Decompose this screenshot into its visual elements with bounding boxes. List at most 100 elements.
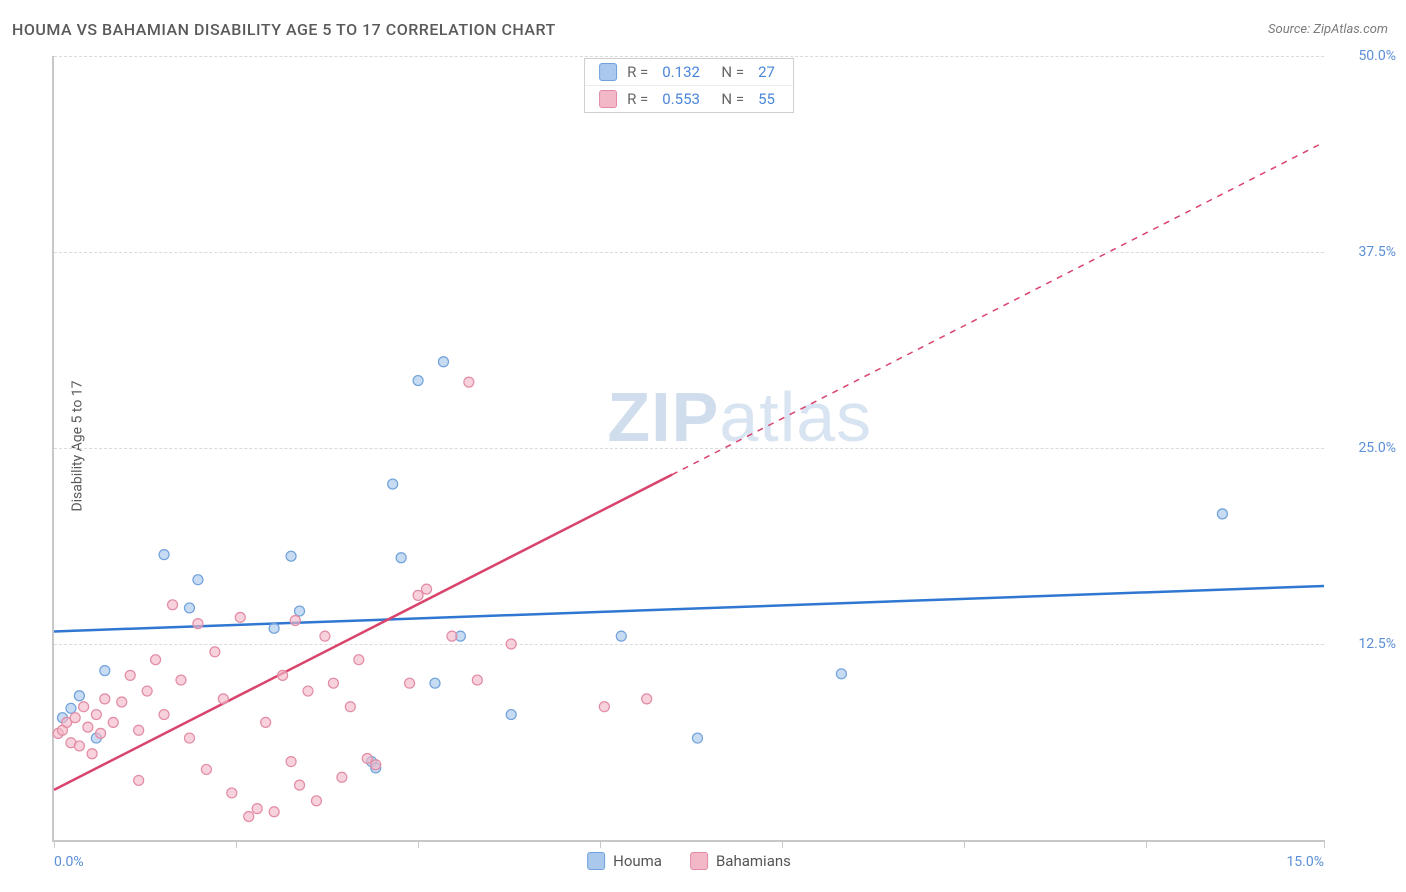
plot-area: ZIPatlas 12.5%25.0%37.5%50.0% R =0.132 N… [52,56,1324,842]
data-point [100,694,110,704]
legend-swatch [599,63,617,81]
data-point [616,631,626,641]
data-point [218,694,228,704]
legend-n-value: 55 [754,90,779,108]
data-point [134,725,144,735]
data-point [210,647,220,657]
y-tick-label: 25.0% [1358,440,1396,456]
data-point [252,804,262,814]
data-point [328,678,338,688]
data-point [134,775,144,785]
data-point [290,615,300,625]
y-tick-label: 50.0% [1358,48,1396,64]
data-point [303,686,313,696]
x-tick [1146,840,1147,848]
x-tick [54,840,55,848]
data-point [117,697,127,707]
data-point [295,606,305,616]
y-tick-label: 37.5% [1358,244,1396,260]
data-point [176,675,186,685]
data-point [193,619,203,629]
data-point [286,757,296,767]
data-point [79,702,89,712]
legend-swatch [690,852,708,870]
data-point [430,678,440,688]
data-point [142,686,152,696]
data-point [447,631,457,641]
data-point [278,670,288,680]
data-point [836,669,846,679]
data-point [396,553,406,563]
data-point [227,788,237,798]
data-point [91,710,101,720]
data-point [371,760,381,770]
x-axis-min-label: 0.0% [54,854,84,870]
trend-line-extrapolated [672,142,1324,474]
data-point [193,575,203,585]
data-point [70,713,80,723]
trend-line [54,475,672,790]
data-point [74,741,84,751]
data-point [388,479,398,489]
data-point [168,600,178,610]
data-point [354,655,364,665]
data-point [692,733,702,743]
legend-row: R = 0.553 N = 55 [585,85,793,112]
data-point [108,717,118,727]
data-point [362,753,372,763]
data-point [87,749,97,759]
data-point [261,717,271,727]
data-point [66,703,76,713]
legend-item: Bahamians [690,852,791,870]
x-tick [1324,840,1325,848]
data-point [83,722,93,732]
data-point [184,603,194,613]
x-tick [600,840,601,848]
data-point [464,377,474,387]
legend-item: Houma [587,852,662,870]
x-tick [236,840,237,848]
data-point [422,584,432,594]
source-attribution: Source: ZipAtlas.com [1268,22,1388,37]
data-point [269,623,279,633]
legend-label: Houma [613,852,662,870]
legend-r-label: R = [627,90,648,108]
scatter-svg [54,56,1324,840]
x-axis-max-label: 15.0% [1286,854,1324,870]
legend-label: Bahamians [716,852,791,870]
legend-n-label: N = [714,90,744,108]
data-point [1217,509,1227,519]
data-point [405,678,415,688]
data-point [295,780,305,790]
data-point [184,733,194,743]
data-point [438,357,448,367]
legend-swatch [599,90,617,108]
data-point [413,376,423,386]
legend-r-label: R = [627,63,648,81]
x-tick [782,840,783,848]
data-point [201,764,211,774]
data-point [642,694,652,704]
data-point [96,728,106,738]
correlation-legend: R =0.132 N =27R =0.553 N =55 [584,58,794,113]
legend-swatch [587,852,605,870]
legend-r-value: 0.553 [658,90,704,108]
data-point [269,807,279,817]
legend-n-value: 27 [754,63,779,81]
data-point [472,675,482,685]
data-point [100,666,110,676]
data-point [159,710,169,720]
data-point [320,631,330,641]
data-point [125,670,135,680]
legend-n-label: N = [714,63,744,81]
data-point [413,590,423,600]
data-point [151,655,161,665]
data-point [235,612,245,622]
data-point [159,550,169,560]
data-point [74,691,84,701]
x-tick [418,840,419,848]
y-tick-label: 12.5% [1358,636,1396,652]
data-point [506,710,516,720]
chart-title: HOUMA VS BAHAMIAN DISABILITY AGE 5 TO 17… [12,20,556,39]
trend-line [54,586,1324,631]
